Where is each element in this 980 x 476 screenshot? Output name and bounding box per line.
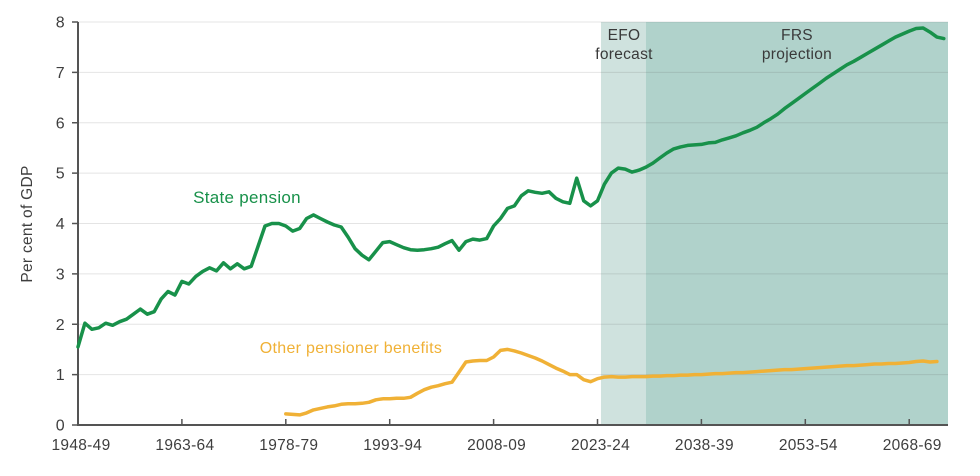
frs-projection-annotation: FRS projection [762, 26, 832, 64]
efo-forecast-band [600, 22, 646, 425]
x-tick-label: 2023-24 [571, 437, 630, 454]
x-tick-label: 2038-39 [675, 437, 734, 454]
series-line-other-pensioner-benefits [284, 347, 939, 417]
y-tick-label: 5 [56, 166, 65, 183]
y-tick-label: 1 [56, 367, 65, 384]
x-tick-label: 1993-94 [363, 437, 422, 454]
efo-forecast-annotation-line2: forecast [595, 46, 653, 63]
frs-projection-band [645, 22, 948, 425]
series-line-state-pension [76, 26, 946, 349]
x-tick-label: 2008-09 [467, 437, 526, 454]
x-tick-label: 1948-49 [52, 437, 111, 454]
frs-projection-annotation-line1: FRS [781, 27, 813, 44]
x-tick-label: 2068-69 [883, 437, 942, 454]
y-tick-label: 3 [56, 266, 65, 283]
x-tick-label: 1963-64 [155, 437, 214, 454]
y-tick-label: 6 [56, 115, 65, 132]
efo-forecast-annotation-line1: EFO [607, 27, 641, 44]
efo-forecast-annotation: EFO forecast [595, 26, 653, 64]
y-tick-label: 2 [56, 317, 65, 334]
y-tick-label: 8 [56, 15, 65, 32]
y-tick-label: 4 [56, 216, 65, 233]
series-label-state-pension: State pension [193, 188, 301, 207]
frs-projection-annotation-line2: projection [761, 46, 833, 63]
y-tick-label: 7 [56, 65, 65, 82]
x-tick-label: 2053-54 [779, 437, 838, 454]
series-label-other-pensioner-benefits: Other pensioner benefits [259, 340, 443, 357]
x-tick-label: 1978-79 [259, 437, 318, 454]
y-axis-title: Per cent of GDP [19, 165, 36, 283]
y-tick-label: 0 [56, 418, 65, 435]
